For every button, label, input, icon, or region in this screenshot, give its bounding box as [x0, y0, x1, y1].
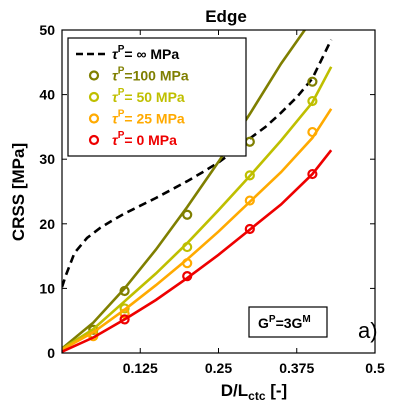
series-line-1 [62, 30, 307, 350]
x-tick-label: 0.125 [123, 360, 158, 376]
x-axis-label-unit: [-] [266, 381, 288, 400]
y-tick-label: 0 [47, 345, 55, 361]
data-point-4-1 [182, 271, 193, 282]
data-point-1-1 [119, 285, 130, 297]
data-point-1-2 [182, 209, 193, 220]
y-tick-label: 50 [39, 22, 55, 38]
plot-area [62, 30, 333, 353]
data-point-4-3 [307, 168, 318, 180]
x-tick-label: 0.375 [279, 360, 314, 376]
data-point-3-4 [307, 126, 318, 138]
legend-label-3: τP= 25 MPa [112, 109, 185, 127]
data-point-2-3 [244, 170, 255, 181]
x-tick-label: 0.25 [205, 360, 232, 376]
data-point-1-4 [307, 76, 318, 87]
series-line-0 [62, 39, 333, 288]
data-point-2-2 [182, 241, 193, 253]
series-line-2 [62, 66, 333, 351]
data-point-4-2 [244, 223, 255, 235]
legend-swatch-4 [88, 134, 100, 146]
x-axis-label-main: D/L [221, 381, 248, 400]
legend-label-4: τP= 0 MPa [112, 130, 177, 148]
y-axis-label: CRSS [MPa] [9, 143, 28, 241]
legend-label-1: τP=100 MPa [112, 66, 189, 84]
x-axis-label: D/Lctc [-] [221, 381, 287, 403]
panel-label: a) [358, 318, 378, 343]
data-point-3-2 [182, 258, 193, 269]
legend-swatch-1 [88, 70, 100, 81]
data-point-3-1 [119, 308, 130, 319]
legend-swatch-2 [88, 91, 100, 103]
y-tick-label: 40 [39, 87, 55, 103]
y-tick-label: 30 [39, 151, 55, 167]
x-tick-label: 0.5 [365, 360, 385, 376]
data-point-3-3 [244, 195, 255, 206]
data-point-1-3 [244, 136, 255, 147]
legend-label-2: τP= 50 MPa [112, 87, 185, 105]
y-tick-label: 20 [39, 216, 55, 232]
y-tick-label: 10 [39, 280, 55, 296]
data-point-2-4 [307, 95, 318, 107]
annotation-text: GP=3GM [258, 314, 311, 331]
axes: 0.125 0.25 0.375 0.5 0 10 20 30 40 50 [39, 22, 385, 376]
data-point-2-1 [119, 303, 130, 314]
chart-title: Edge [205, 7, 247, 26]
legend-label-0: τP= ∞ MPa [112, 44, 179, 62]
series-line-4 [62, 149, 333, 353]
x-axis-label-sub: ctc [248, 389, 266, 403]
series-line-3 [62, 108, 333, 351]
data-point-4-0 [119, 314, 130, 325]
annotation-box [248, 306, 328, 338]
legend-swatch-3 [88, 113, 100, 124]
legend: τP= ∞ MPa τP=100 MPa τP= 50 MPa τP= 25 MPa τ… [67, 37, 247, 157]
modulus-annotation: GP=3GM [248, 306, 328, 338]
